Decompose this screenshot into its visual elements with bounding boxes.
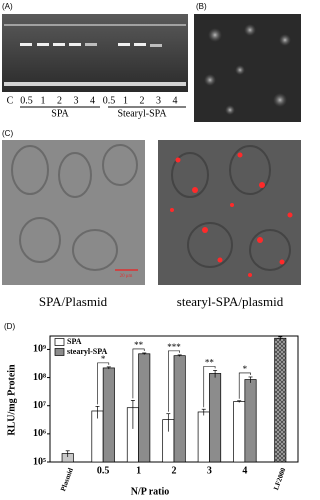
significance-bracket bbox=[203, 366, 216, 408]
significance-bracket bbox=[238, 372, 251, 399]
x-axis-label: N/P ratio bbox=[131, 486, 170, 497]
group-label: SPA bbox=[51, 108, 69, 119]
lane-label: 0.5 bbox=[20, 95, 33, 106]
lane-label: 4 bbox=[173, 95, 178, 106]
x-tick-label: Plasmid bbox=[59, 467, 75, 492]
significance-label: ** bbox=[205, 357, 215, 367]
lane-label: 4 bbox=[90, 95, 95, 106]
lane-label: 2 bbox=[140, 95, 145, 106]
significance-label: ** bbox=[134, 340, 144, 350]
significance-label: * bbox=[101, 354, 106, 364]
significance-bracket bbox=[168, 350, 180, 412]
micrograph bbox=[2, 140, 145, 285]
legend-swatch bbox=[54, 348, 65, 356]
x-tick-label: 2 bbox=[172, 465, 177, 476]
legend-label: SPA bbox=[67, 337, 82, 346]
y-tick-label: 10⁹ bbox=[33, 344, 46, 355]
x-tick-label: 3 bbox=[207, 465, 212, 476]
panel-label: (D) bbox=[4, 322, 15, 331]
lane-label: 3 bbox=[156, 95, 161, 106]
panel-label: (C) bbox=[2, 129, 13, 138]
bar bbox=[209, 373, 222, 463]
bar bbox=[138, 353, 151, 463]
bar bbox=[173, 355, 186, 463]
x-tick-label: 0.5 bbox=[97, 465, 110, 476]
significance-label: * bbox=[243, 364, 248, 374]
caption: SPA/Plasmid bbox=[39, 294, 108, 309]
bar bbox=[197, 411, 210, 463]
panel-label: (A) bbox=[2, 2, 13, 11]
significance-bracket bbox=[97, 362, 110, 405]
micrograph bbox=[158, 140, 301, 285]
x-tick-label: 1 bbox=[136, 465, 141, 476]
lane-label: 3 bbox=[74, 95, 79, 106]
bar bbox=[102, 367, 115, 463]
lane-label: 0.5 bbox=[103, 95, 116, 106]
y-tick-label: 10⁸ bbox=[33, 372, 46, 383]
x-tick-label: 4 bbox=[242, 465, 247, 476]
caption: stearyl-SPA/plasmid bbox=[177, 294, 284, 309]
bar bbox=[91, 410, 104, 463]
fluorescent-spots bbox=[170, 152, 293, 277]
lane-label: 2 bbox=[57, 95, 62, 106]
cells bbox=[171, 145, 291, 271]
bar bbox=[244, 379, 257, 463]
gel-bands bbox=[4, 24, 186, 86]
y-tick-label: 10⁷ bbox=[33, 400, 46, 411]
bar bbox=[233, 401, 246, 463]
lane-label: 1 bbox=[123, 95, 128, 106]
lane-label: C bbox=[7, 95, 14, 106]
lane-label: 1 bbox=[41, 95, 46, 106]
y-tick-label: 10⁶ bbox=[33, 428, 46, 439]
gel-image bbox=[2, 14, 188, 92]
legend-label: stearyl-SPA bbox=[67, 347, 108, 356]
cells bbox=[11, 144, 138, 271]
y-tick-label: 10⁵ bbox=[33, 456, 46, 467]
figure: (A) (B) (C) 20 μm SPA/Plasmid stearyl-SP… bbox=[2, 2, 301, 497]
x-tick-label: LF2000 bbox=[272, 466, 288, 491]
dot-spots bbox=[204, 24, 291, 115]
bar bbox=[274, 337, 287, 463]
scale-bar-label: 20 μm bbox=[120, 274, 133, 279]
y-axis-label: RLU/mg Protein bbox=[6, 364, 17, 436]
significance-label: *** bbox=[167, 342, 181, 352]
legend-swatch bbox=[54, 338, 65, 346]
group-label: Stearyl-SPA bbox=[117, 108, 167, 119]
significance-bracket bbox=[132, 348, 145, 399]
panel-label: (B) bbox=[196, 2, 207, 11]
